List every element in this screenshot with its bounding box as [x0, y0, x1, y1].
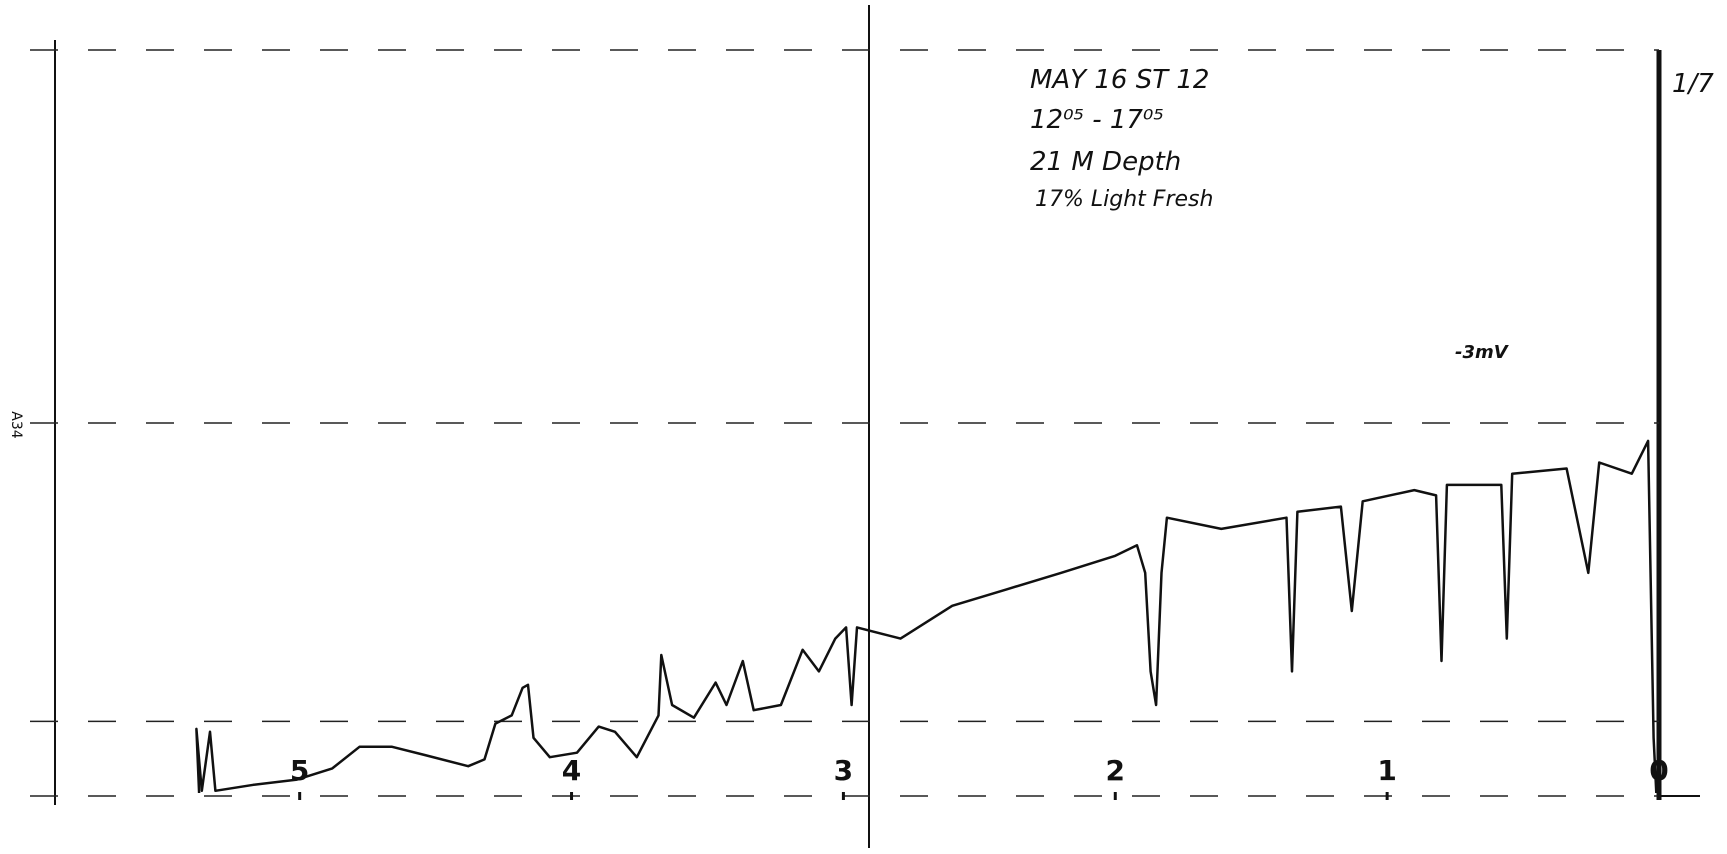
- annotation: MAY 16 ST 12: [1030, 65, 1209, 95]
- x-tick-label: 1: [1377, 754, 1396, 787]
- side-label: A34: [8, 411, 24, 438]
- x-tick-label: 5: [290, 754, 309, 787]
- x-tick-label: 4: [562, 754, 581, 787]
- x-tick-label: 2: [1106, 754, 1125, 787]
- annotation: -3mV: [1455, 342, 1510, 363]
- trace: [195, 439, 1658, 794]
- annotation: 17% Light Fresh: [1035, 187, 1213, 212]
- x-tick-label: 0: [1649, 754, 1668, 787]
- annotation: 12⁰⁵ - 17⁰⁵: [1030, 105, 1164, 135]
- annotation: 21 M Depth: [1030, 147, 1181, 177]
- annotation: 1/7: [1672, 69, 1714, 99]
- x-tick-label: 3: [834, 754, 853, 787]
